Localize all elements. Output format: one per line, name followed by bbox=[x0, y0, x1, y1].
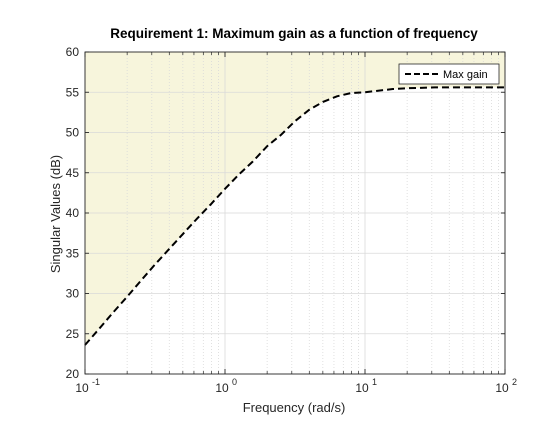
x-tick-label: 10 bbox=[215, 381, 229, 395]
x-tick-exponent: -1 bbox=[92, 377, 100, 387]
legend-box bbox=[398, 63, 500, 85]
y-tick-label: 25 bbox=[66, 327, 80, 341]
x-axis-label: Frequency (rad/s) bbox=[243, 400, 346, 415]
y-tick-label: 55 bbox=[66, 85, 80, 99]
x-tick-label: 10 bbox=[75, 381, 89, 395]
legend-label-max-gain: Max gain bbox=[443, 69, 488, 81]
x-tick-exponent: 2 bbox=[512, 377, 517, 387]
y-tick-label: 40 bbox=[66, 206, 80, 220]
x-tick-exponent: 1 bbox=[372, 377, 377, 387]
y-tick-label: 60 bbox=[66, 45, 80, 59]
x-tick-label: 10 bbox=[495, 381, 509, 395]
y-tick-label: 30 bbox=[66, 287, 80, 301]
y-tick-label: 50 bbox=[66, 126, 80, 140]
y-tick-label: 35 bbox=[66, 246, 80, 260]
y-axis-label: Singular Values (dB) bbox=[48, 155, 63, 273]
x-tick-label: 10 bbox=[355, 381, 369, 395]
y-tick-label: 20 bbox=[66, 367, 80, 381]
chart-title: Requirement 1: Maximum gain as a functio… bbox=[110, 26, 478, 41]
y-tick-label: 45 bbox=[66, 166, 80, 180]
x-tick-exponent: 0 bbox=[232, 377, 237, 387]
forbidden-region bbox=[85, 52, 505, 346]
series-line-max-gain bbox=[84, 86, 505, 346]
